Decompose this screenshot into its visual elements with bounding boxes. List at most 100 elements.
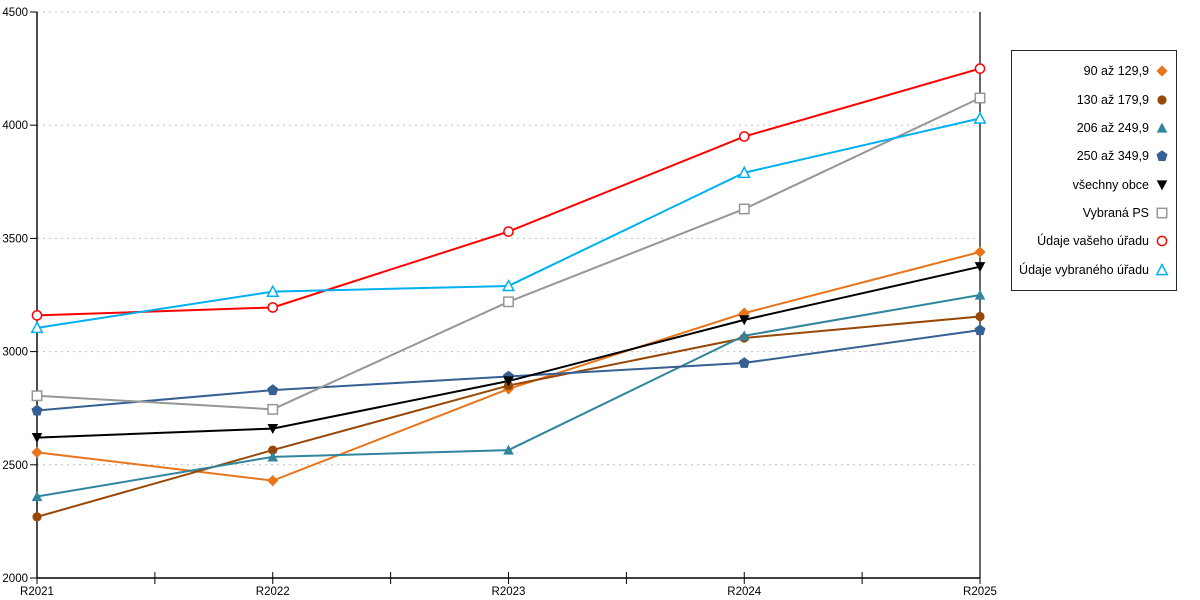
y-tick-label: 3500 xyxy=(2,233,28,245)
data-point xyxy=(31,310,43,321)
marker-triangle-open-icon xyxy=(737,165,751,179)
marker-triangle-open-icon xyxy=(973,111,987,124)
data-point xyxy=(31,491,43,502)
y-tick-label: 2500 xyxy=(2,460,28,472)
marker-triangle-down-icon xyxy=(738,315,750,326)
data-point xyxy=(974,92,986,104)
data-point xyxy=(974,63,986,74)
legend-marker-circle-icon xyxy=(1157,94,1167,105)
y-tick-label: 3000 xyxy=(2,347,28,359)
data-point xyxy=(30,320,44,334)
data-point xyxy=(32,512,42,522)
x-tick-label: R2025 xyxy=(963,586,997,598)
legend-item-label: Údaje vybraného úřadu xyxy=(1019,262,1149,277)
marker-triangle-open-icon xyxy=(501,278,516,292)
marker-diamond-icon xyxy=(974,246,986,258)
marker-square-open-icon xyxy=(503,296,514,308)
marker-circle-open-icon xyxy=(974,63,986,74)
data-point xyxy=(503,376,514,387)
data-point xyxy=(503,226,514,237)
legend-marker-diamond-icon xyxy=(1156,65,1168,77)
marker-pentagon-icon xyxy=(974,324,986,336)
y-tick-label: 4000 xyxy=(2,120,28,132)
legend-marker-square-open-icon xyxy=(1156,207,1168,219)
marker-pentagon-icon xyxy=(267,384,279,396)
series-line xyxy=(36,67,981,317)
legend-marker-shape xyxy=(1156,122,1168,133)
data-point xyxy=(266,284,280,297)
data-point xyxy=(31,446,43,458)
legend-item-label: 90 až 129,9 xyxy=(1083,64,1149,79)
marker-triangle-up-icon xyxy=(503,444,514,455)
series-line xyxy=(36,265,981,439)
data-point xyxy=(267,475,279,487)
marker-square-open-icon xyxy=(267,403,279,415)
legend-item-label: 130 až 179,9 xyxy=(1076,92,1149,107)
legend-marker-triangle-open-icon xyxy=(1155,262,1169,276)
marker-square-open-icon xyxy=(974,92,986,104)
data-point xyxy=(267,423,279,434)
marker-circle-icon xyxy=(975,311,985,322)
legend-item: Údaje vašeho úřadu xyxy=(1016,228,1169,255)
y-tick-label: 4500 xyxy=(2,7,28,19)
data-point xyxy=(737,165,751,179)
x-tick-label: R2023 xyxy=(492,586,526,598)
legend-item-label: všechny obce xyxy=(1072,177,1149,192)
data-point xyxy=(267,451,279,462)
marker-circle-icon xyxy=(32,512,42,522)
data-point xyxy=(974,246,986,258)
legend-marker-circle-open-icon xyxy=(1156,236,1168,247)
marker-square-open-icon xyxy=(738,203,750,215)
marker-triangle-up-icon xyxy=(31,491,43,502)
data-point xyxy=(974,289,986,300)
legend-marker-shape xyxy=(1157,94,1167,105)
legend-item: 250 až 349,9 xyxy=(1016,143,1169,170)
data-point xyxy=(31,404,43,416)
data-point xyxy=(267,302,279,313)
y-tick-label: 2000 xyxy=(2,573,28,585)
marker-triangle-up-icon xyxy=(267,451,279,462)
legend: 90 až 129,9 130 až 179,9 206 až 249,9 250 a… xyxy=(1011,50,1177,291)
legend-marker-shape xyxy=(1156,65,1168,77)
marker-circle-icon xyxy=(268,445,278,455)
legend-item: 206 až 249,9 xyxy=(1016,114,1169,141)
marker-pentagon-icon xyxy=(738,357,750,368)
series-line xyxy=(36,315,981,518)
legend-item-label: 206 až 249,9 xyxy=(1076,120,1149,135)
marker-pentagon-icon xyxy=(31,404,43,416)
marker-circle-open-icon xyxy=(738,131,750,142)
data-point xyxy=(268,445,278,455)
data-point xyxy=(267,403,279,415)
legend-marker-shape xyxy=(1156,236,1168,247)
data-point xyxy=(503,296,514,308)
marker-circle-open-icon xyxy=(31,310,43,321)
x-tick-label: R2024 xyxy=(727,586,761,598)
data-point xyxy=(738,330,750,341)
data-point xyxy=(973,111,987,124)
marker-circle-open-icon xyxy=(503,226,514,237)
marker-triangle-open-icon xyxy=(30,320,44,334)
legend-marker-triangle-down-icon xyxy=(1156,180,1168,191)
legend-marker-shape xyxy=(1156,180,1168,191)
data-point xyxy=(738,203,750,215)
data-point xyxy=(738,357,750,368)
legend-item: Údaje vybraného úřadu xyxy=(1016,256,1169,283)
data-point xyxy=(975,311,985,322)
marker-triangle-up-icon xyxy=(738,330,750,341)
data-point xyxy=(738,131,750,142)
legend-marker-shape xyxy=(1155,262,1169,276)
marker-triangle-down-icon xyxy=(974,262,986,273)
x-tick-label: R2021 xyxy=(20,586,54,598)
marker-triangle-down-icon xyxy=(31,433,43,444)
marker-diamond-icon xyxy=(31,446,43,458)
legend-item-label: 250 až 349,9 xyxy=(1076,149,1149,164)
legend-marker-triangle-up-icon xyxy=(1156,122,1168,133)
legend-item: 130 až 179,9 xyxy=(1016,86,1169,113)
series-line xyxy=(36,97,981,411)
data-point xyxy=(974,324,986,336)
x-tick-label: R2022 xyxy=(256,586,290,598)
series-line xyxy=(36,294,981,498)
legend-marker-shape xyxy=(1156,150,1168,162)
